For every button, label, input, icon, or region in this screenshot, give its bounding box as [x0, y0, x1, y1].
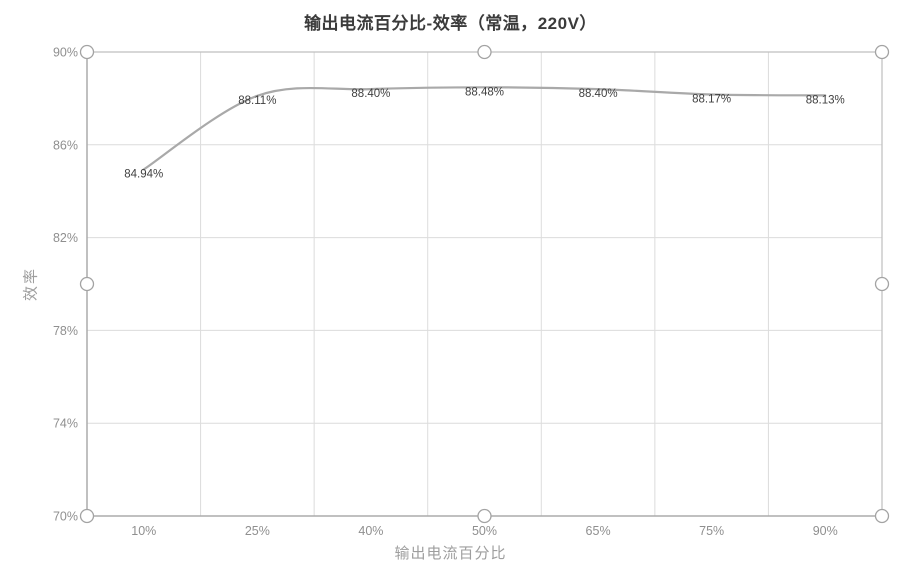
data-label: 88.48% — [465, 86, 504, 98]
y-tick-label: 86% — [53, 138, 78, 152]
data-label: 88.17% — [692, 93, 731, 105]
chart-title: 输出电流百分比-效率（常温，220V） — [304, 14, 597, 33]
data-label: 88.11% — [238, 95, 276, 107]
y-axis-title: 效率 — [23, 266, 40, 302]
x-tick-label: 65% — [586, 524, 611, 538]
x-axis-title: 输出电流百分比 — [394, 546, 507, 562]
x-tick-label: 90% — [813, 524, 838, 538]
data-label: 84.94% — [124, 168, 163, 180]
selection-handle-top-center[interactable] — [477, 44, 492, 60]
selection-handle-bottom-right[interactable] — [874, 508, 890, 524]
y-tick-label: 70% — [53, 510, 78, 524]
x-tick-label: 40% — [358, 524, 383, 538]
x-tick-label: 10% — [131, 524, 156, 538]
selection-handle-top-right[interactable] — [874, 44, 890, 60]
x-tick-label: 75% — [699, 524, 724, 538]
y-tick-label: 74% — [53, 417, 78, 431]
data-label: 88.40% — [351, 88, 390, 100]
y-tick-label: 82% — [53, 231, 78, 245]
data-label: 88.40% — [579, 88, 618, 100]
x-tick-label: 50% — [472, 524, 497, 538]
x-tick-label: 25% — [245, 524, 270, 538]
y-tick-label: 90% — [53, 46, 78, 60]
selection-handle-middle-right[interactable] — [874, 276, 890, 292]
plot-area[interactable] — [87, 52, 882, 516]
selection-handle-top-left[interactable] — [79, 44, 95, 60]
selection-handle-bottom-center[interactable] — [477, 508, 492, 524]
data-label: 88.13% — [806, 94, 845, 106]
y-tick-label: 78% — [53, 324, 78, 338]
selection-handle-bottom-left[interactable] — [79, 508, 95, 524]
selection-handle-middle-left[interactable] — [79, 276, 95, 292]
series-line-efficiency[interactable] — [142, 86, 827, 171]
